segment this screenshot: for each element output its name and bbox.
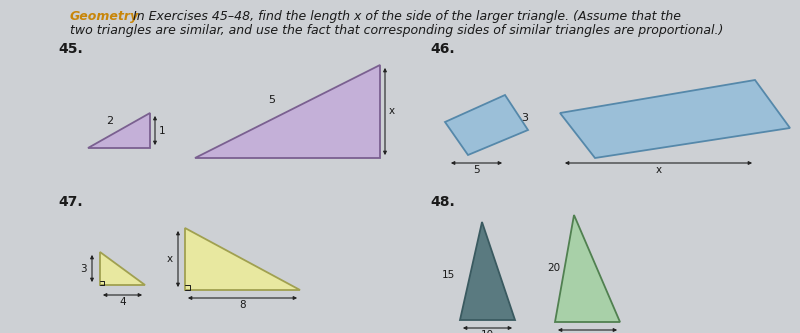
Text: 3: 3 — [522, 113, 529, 123]
Polygon shape — [195, 65, 380, 158]
Polygon shape — [460, 222, 515, 320]
Polygon shape — [88, 113, 150, 148]
Text: two triangles are similar, and use the fact that corresponding sides of similar : two triangles are similar, and use the f… — [70, 24, 723, 37]
Text: 5: 5 — [269, 95, 275, 105]
Text: x: x — [389, 107, 395, 117]
Text: x: x — [167, 254, 173, 264]
Polygon shape — [185, 228, 300, 290]
Text: 1: 1 — [159, 126, 166, 136]
Text: 5: 5 — [473, 165, 480, 175]
Polygon shape — [560, 80, 790, 158]
Text: x: x — [655, 165, 662, 175]
Polygon shape — [100, 252, 145, 285]
Text: 4: 4 — [119, 297, 126, 307]
Text: 45.: 45. — [58, 42, 82, 56]
Text: 2: 2 — [106, 116, 114, 126]
Text: Geometry: Geometry — [70, 10, 139, 23]
Text: 10: 10 — [481, 330, 494, 333]
Text: x: x — [585, 332, 590, 333]
Text: 47.: 47. — [58, 195, 82, 209]
Polygon shape — [445, 95, 528, 155]
Text: 8: 8 — [239, 300, 246, 310]
Text: 20: 20 — [547, 263, 560, 273]
Text: 3: 3 — [80, 263, 87, 273]
Text: 15: 15 — [442, 270, 455, 280]
Text: In Exercises 45–48, find the length x of the side of the larger triangle. (Assum: In Exercises 45–48, find the length x of… — [133, 10, 681, 23]
Text: 46.: 46. — [430, 42, 454, 56]
Polygon shape — [555, 215, 620, 322]
Text: 48.: 48. — [430, 195, 454, 209]
